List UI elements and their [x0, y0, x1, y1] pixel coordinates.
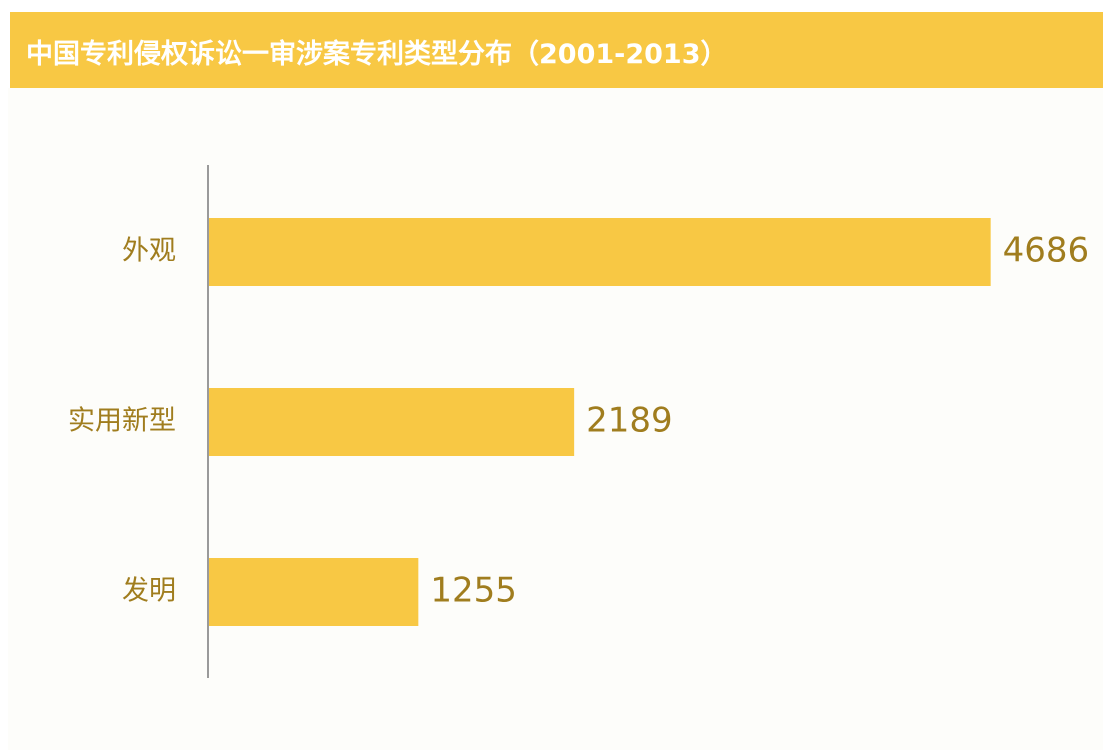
value-label-1: 2189 — [586, 401, 673, 441]
value-label-2: 1255 — [430, 571, 517, 611]
category-label-2: 发明 — [122, 576, 176, 607]
title-bar: 中国专利侵权诉讼一审涉案专利类型分布（2001-2013） — [10, 12, 1103, 88]
category-label-0: 外观 — [122, 236, 176, 267]
category-label-1: 实用新型 — [68, 406, 176, 437]
chart-title: 中国专利侵权诉讼一审涉案专利类型分布（2001-2013） — [26, 39, 728, 70]
bar-2 — [209, 558, 419, 626]
value-label-0: 4686 — [1003, 231, 1090, 271]
bar-0 — [209, 218, 991, 286]
bars-group — [209, 218, 991, 626]
bar-1 — [209, 388, 575, 456]
labels-group: 外观 4686 实用新型 2189 发明 1255 — [68, 231, 1089, 611]
